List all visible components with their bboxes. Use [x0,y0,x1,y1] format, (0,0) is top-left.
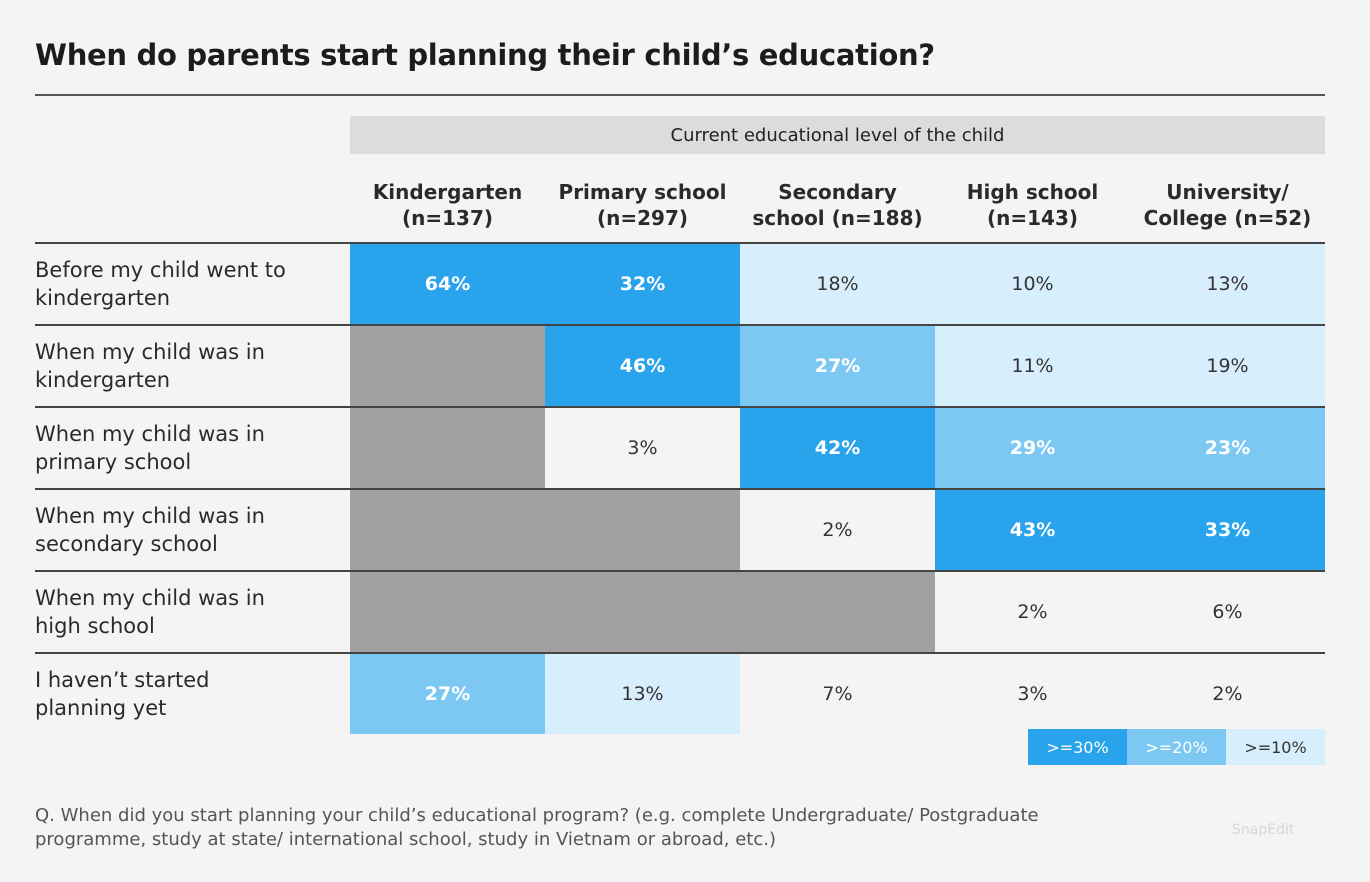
row-label-text: When my child was in high school [35,586,265,638]
empty-cell [740,572,935,652]
column-header: High school (n=143) [935,174,1130,236]
column-header: Kindergarten (n=137) [350,174,545,236]
value-cell: 33% [1130,490,1325,570]
legend-item: >=30% [1028,729,1127,765]
empty-cell [545,572,740,652]
value-cell: 13% [545,654,740,734]
value-cell: 27% [740,326,935,406]
column-header: University/ College (n=52) [1130,174,1325,236]
row-label-text: When my child was in primary school [35,422,265,474]
empty-cell [350,408,545,488]
legend-item: >=20% [1127,729,1226,765]
column-header: Primary school (n=297) [545,174,740,236]
footnote: Q. When did you start planning your chil… [35,805,1039,850]
value-cell: 3% [935,654,1130,734]
row-label-text: I haven’t started planning yet [35,668,210,720]
value-cell: 2% [935,572,1130,652]
row-label: I haven’t started planning yet [35,654,335,734]
row-divider [35,652,1325,654]
value-cell: 2% [1130,654,1325,734]
value-cell: 3% [545,408,740,488]
column-group-header: Current educational level of the child [350,116,1325,154]
row-divider [35,242,1325,244]
value-cell: 11% [935,326,1130,406]
row-label: When my child was in primary school [35,408,335,488]
value-cell: 2% [740,490,935,570]
row-divider [35,570,1325,572]
value-cell: 18% [740,244,935,324]
empty-cell [545,490,740,570]
legend-item: >=10% [1226,729,1325,765]
page-title: When do parents start planning their chi… [35,38,935,72]
value-cell: 27% [350,654,545,734]
empty-cell [350,572,545,652]
row-divider [35,488,1325,490]
row-label-text: When my child was in secondary school [35,504,265,556]
row-divider [35,406,1325,408]
value-cell: 10% [935,244,1130,324]
row-label-text: Before my child went to kindergarten [35,258,286,310]
value-cell: 43% [935,490,1130,570]
row-label: When my child was in high school [35,572,335,652]
row-label: When my child was in secondary school [35,490,335,570]
column-header-label: Secondary school (n=188) [752,180,923,230]
value-cell: 64% [350,244,545,324]
row-label-text: When my child was in kindergarten [35,340,265,392]
column-header-label: Kindergarten (n=137) [372,180,523,230]
value-cell: 42% [740,408,935,488]
title-divider [35,94,1325,96]
empty-cell [350,326,545,406]
value-cell: 23% [1130,408,1325,488]
legend: >=30% >=20% >=10% [1028,729,1325,765]
value-cell: 29% [935,408,1130,488]
column-header-label: Primary school (n=297) [558,180,727,230]
watermark: SnapEdit [1232,822,1295,838]
value-cell: 13% [1130,244,1325,324]
value-cell: 46% [545,326,740,406]
empty-cell [350,490,545,570]
column-header-label: High school (n=143) [966,180,1099,230]
value-cell: 7% [740,654,935,734]
column-header: Secondary school (n=188) [740,174,935,236]
column-header-label: University/ College (n=52) [1143,180,1312,230]
value-cell: 32% [545,244,740,324]
row-label: Before my child went to kindergarten [35,244,335,324]
value-cell: 19% [1130,326,1325,406]
row-label: When my child was in kindergarten [35,326,335,406]
value-cell: 6% [1130,572,1325,652]
row-divider [35,324,1325,326]
